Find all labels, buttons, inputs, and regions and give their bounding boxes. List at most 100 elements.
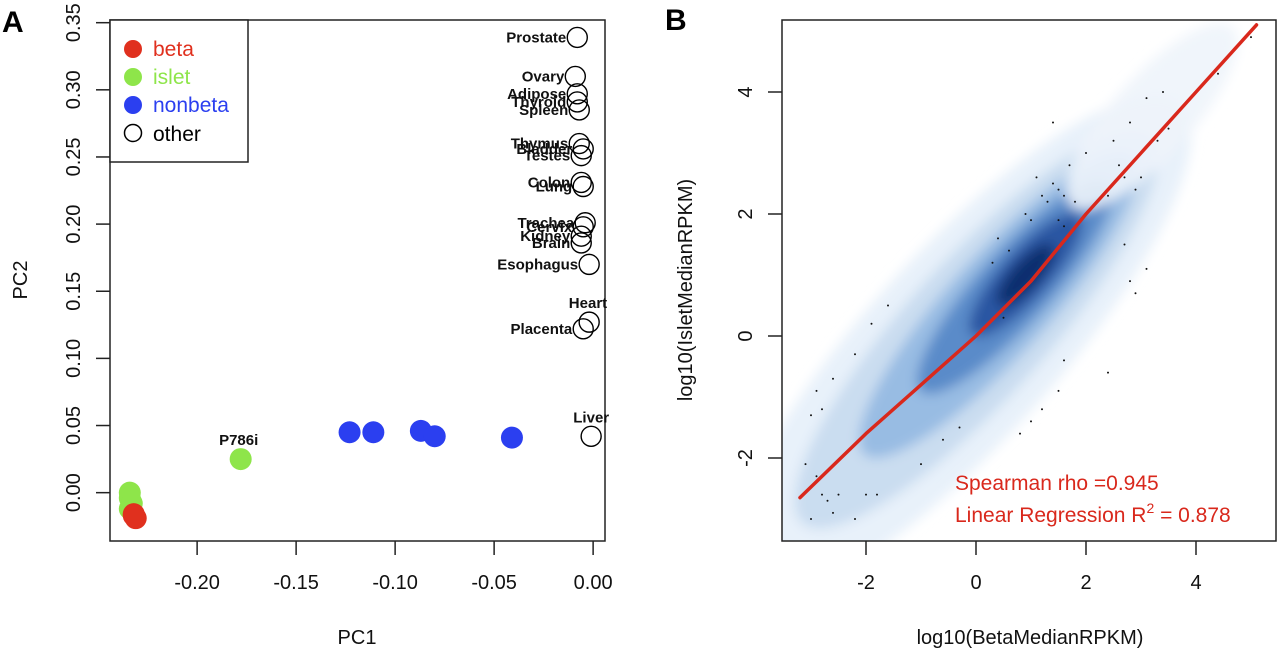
point-nonbeta bbox=[423, 425, 446, 448]
outlier-point bbox=[1140, 176, 1142, 179]
regression-suffix: = 0.878 bbox=[1154, 504, 1230, 527]
outlier-point bbox=[1041, 194, 1043, 197]
point-other bbox=[570, 144, 592, 167]
outlier-point bbox=[870, 322, 873, 325]
regression-superscript: 2 bbox=[1146, 500, 1154, 516]
outlier-point bbox=[1129, 280, 1131, 283]
outlier-point bbox=[1057, 188, 1060, 191]
x-tick-label: 2 bbox=[1080, 572, 1091, 594]
point-other bbox=[570, 232, 592, 254]
outlier-point bbox=[1145, 97, 1148, 100]
outlier-point bbox=[1167, 127, 1170, 130]
density-cloud bbox=[782, 23, 1259, 541]
x-tick-label: -0.10 bbox=[372, 572, 418, 594]
outlier-point bbox=[1052, 182, 1054, 185]
x-tick-label: -0.20 bbox=[174, 572, 220, 594]
outlier-point bbox=[815, 389, 818, 392]
outlier-point bbox=[1118, 164, 1120, 167]
point-label: Thymus bbox=[511, 136, 569, 153]
outlier-point bbox=[865, 493, 867, 496]
y-tick-label: 0.20 bbox=[63, 205, 85, 244]
outlier-point bbox=[1057, 219, 1060, 222]
x-tick-label: 0 bbox=[970, 572, 981, 594]
outlier-point bbox=[854, 353, 856, 356]
outlier-point bbox=[1145, 267, 1148, 270]
x-axis-a: -0.20 -0.15 -0.10 -0.05 0.00 bbox=[174, 541, 613, 594]
outlier-point bbox=[1002, 316, 1005, 319]
outlier-point bbox=[821, 408, 823, 411]
outlier-point bbox=[821, 493, 823, 496]
panel-a-scatter: -0.20 -0.15 -0.10 -0.05 0.00 0.00 0.05 0.10 0.1… bbox=[10, 3, 613, 649]
outlier-point bbox=[1024, 213, 1027, 215]
legend-marker-islet bbox=[124, 68, 142, 86]
outlier-point bbox=[991, 261, 994, 264]
outlier-point bbox=[810, 518, 812, 520]
point-label: Liver bbox=[573, 409, 609, 426]
point-label: Spleen bbox=[519, 102, 568, 119]
point-label: Ovary bbox=[522, 68, 565, 85]
regression-line bbox=[798, 23, 1259, 500]
outlier-point bbox=[1217, 72, 1219, 75]
spearman-annotation: Spearman rho =0.945 bbox=[955, 472, 1159, 495]
point-other bbox=[572, 216, 594, 238]
plot-frame-b bbox=[781, 19, 1277, 542]
legend-marker-beta bbox=[124, 40, 142, 58]
y-tick-label: 0.10 bbox=[63, 339, 85, 378]
y-tick-label: 0.25 bbox=[63, 137, 85, 176]
outlier-point bbox=[1134, 292, 1137, 295]
outlier-point bbox=[1112, 139, 1115, 142]
panel-label-a: A bbox=[2, 6, 24, 39]
point-other bbox=[578, 253, 600, 276]
point-other bbox=[568, 99, 590, 121]
panel-b-density: -2 0 2 4 -2 0 2 4 log10(BetaMedianRPKM) log10(… bbox=[675, 19, 1277, 649]
outlier-point bbox=[854, 518, 856, 520]
y-tick-label: -2 bbox=[735, 449, 757, 467]
point-nonbeta bbox=[500, 426, 523, 449]
y-axis-label-b: log10(IsletMedianRPKM) bbox=[675, 179, 697, 401]
plot-frame-a bbox=[109, 19, 606, 542]
outlier-point bbox=[1123, 176, 1126, 179]
y-tick-label: 0.00 bbox=[63, 473, 85, 512]
point-label: Trachea bbox=[517, 215, 574, 232]
outlier-point bbox=[1057, 389, 1060, 392]
outlier-point bbox=[1046, 200, 1049, 203]
y-axis-a: 0.00 0.05 0.10 0.15 0.20 0.25 0.30 0.35 bbox=[63, 3, 110, 512]
legend-label-beta: beta bbox=[153, 38, 194, 61]
regression-prefix: Linear Regression R bbox=[955, 504, 1146, 527]
point-other bbox=[572, 175, 594, 198]
legend-marker-other bbox=[123, 123, 143, 143]
outlier-point bbox=[1063, 359, 1065, 362]
outlier-point bbox=[1123, 243, 1126, 246]
point-other bbox=[572, 138, 594, 160]
y-tick-label: 0.35 bbox=[63, 3, 85, 42]
point-other bbox=[566, 26, 588, 49]
point-beta bbox=[122, 504, 145, 527]
outlier-point bbox=[887, 304, 889, 307]
point-other bbox=[570, 225, 592, 247]
point-label: Placenta bbox=[511, 321, 573, 338]
outlier-point bbox=[810, 414, 812, 417]
point-label: Adipose bbox=[507, 86, 566, 103]
point-label: Colon bbox=[528, 174, 571, 191]
y-tick-label: 2 bbox=[735, 208, 757, 219]
point-other bbox=[578, 311, 600, 333]
density-layer bbox=[996, 243, 1055, 307]
outlier-point bbox=[1030, 219, 1032, 222]
point-label: Testes bbox=[524, 148, 570, 165]
outlier-point bbox=[997, 237, 999, 240]
point-label: Esophagus bbox=[497, 256, 578, 273]
outlier-point bbox=[832, 511, 834, 514]
panel-label-b: B bbox=[665, 4, 687, 37]
outlier-point bbox=[1162, 91, 1164, 93]
outlier-point bbox=[1129, 121, 1131, 124]
outlier-point bbox=[920, 463, 922, 466]
outlier-point bbox=[1030, 420, 1032, 423]
regression-annotation: Linear Regression R2 = 0.878 bbox=[955, 500, 1231, 527]
outlier-point bbox=[1041, 408, 1043, 411]
legend-marker-nonbeta bbox=[124, 96, 142, 114]
outlier-point bbox=[1107, 371, 1109, 374]
x-tick-label: 4 bbox=[1190, 572, 1201, 594]
outlier-point bbox=[1063, 225, 1065, 228]
x-axis-b: -2 0 2 4 bbox=[857, 541, 1202, 594]
